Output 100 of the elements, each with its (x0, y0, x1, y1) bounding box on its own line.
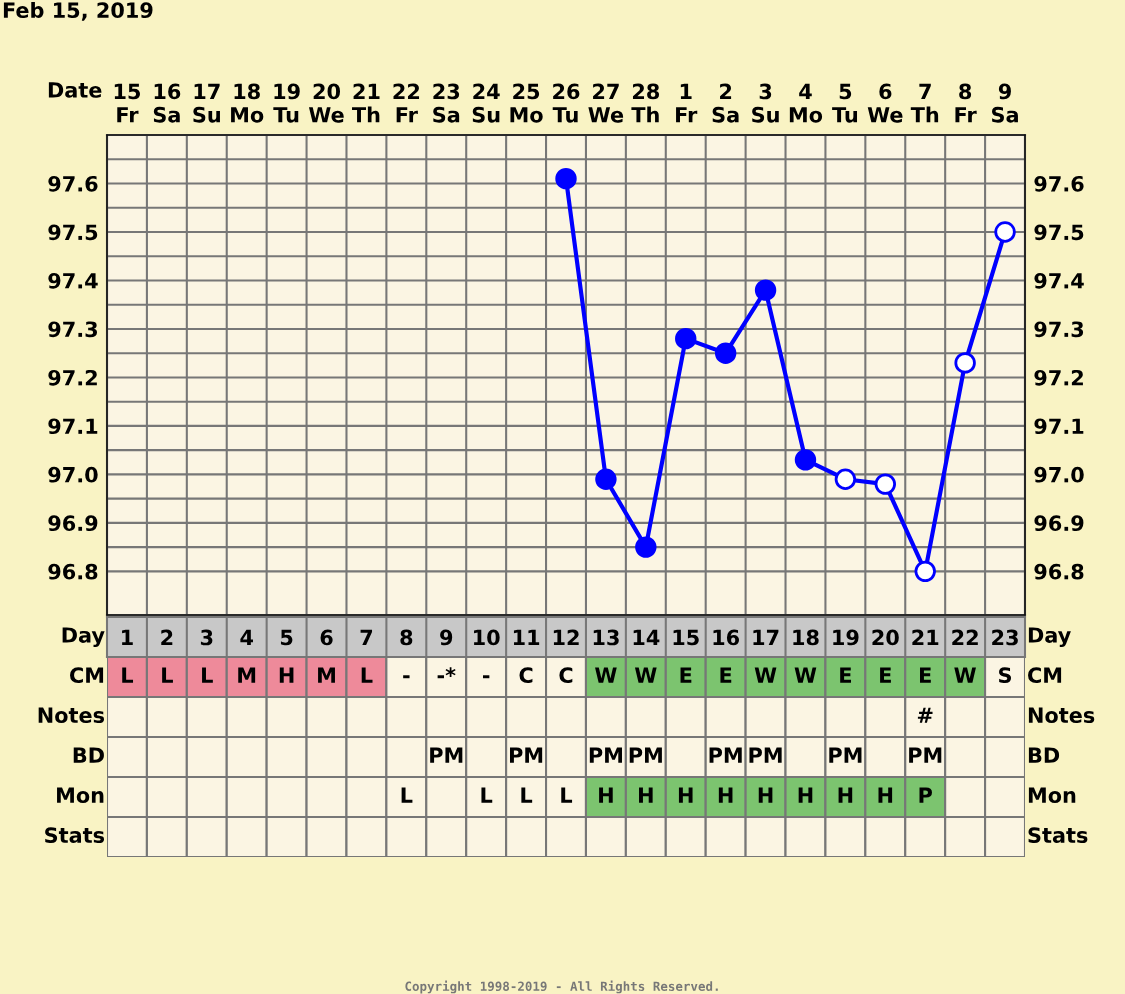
text: PM (430, 747, 463, 763)
text: W (634, 667, 657, 683)
x-tick-label: 12 (553, 629, 579, 646)
x-tick-label: 16 Sa (153, 83, 181, 123)
x-tick-label: 1 Fr (676, 83, 698, 123)
x-tick-label: 22 (952, 629, 978, 646)
x-tick-label: 14 (633, 629, 660, 646)
text: W (954, 667, 976, 683)
x-tick-label: 19 Tu (273, 83, 300, 123)
x-tick-label: 5 (280, 629, 293, 646)
x-tick-label: 11 (513, 629, 540, 646)
text: S (999, 667, 1012, 684)
x-tick-label: 6 We (867, 83, 903, 123)
text: L (361, 667, 373, 683)
text: W (595, 667, 617, 683)
text: M (318, 667, 335, 683)
x-tick-label: 28 Th (631, 83, 660, 123)
x-tick-label: 24 Su (472, 83, 500, 123)
x-tick-label: 22 Fr (393, 83, 420, 123)
x-tick-label: 18 (793, 629, 819, 646)
x-tick-label: 18 Mo (231, 83, 264, 123)
x-tick-label: 7 Th (910, 83, 939, 123)
x-tick-label: 16 (713, 629, 740, 646)
y-tick-label: CM (1028, 667, 1062, 684)
text: C (559, 667, 573, 684)
x-tick-label: 25 Mo (510, 83, 543, 123)
y-tick-label: BD (1028, 747, 1060, 763)
chart-title: Feb 15, 2019 (3, 1, 153, 21)
x-tick-label: 21 Th (352, 83, 380, 123)
x-tick-label: 4 (240, 629, 253, 646)
x-tick-label: 6 (320, 629, 333, 646)
text: - (403, 675, 410, 679)
text: M (238, 667, 256, 683)
x-tick-label: 23 (992, 629, 1018, 646)
text: C (519, 667, 533, 684)
y-tick-label: Notes (1028, 707, 1095, 724)
text: W (794, 667, 817, 683)
x-tick-label: 15 (673, 629, 699, 646)
text: H (639, 787, 653, 803)
text: H (279, 667, 294, 683)
text: -* (437, 667, 456, 679)
x-tick-label: 21 (912, 629, 939, 646)
y-tick-label: 97.4 (48, 272, 98, 289)
y-tick-label: Mon (1028, 787, 1076, 804)
y-tick-label: Stats (1028, 827, 1088, 844)
text: P (919, 787, 932, 803)
x-tick-label: 20 We (308, 83, 344, 123)
text: L (401, 787, 413, 803)
y-tick-label: 97.1 (48, 418, 98, 435)
y-tick-label: 96.9 (48, 515, 98, 532)
x-tick-label: 9 Sa (992, 83, 1018, 123)
text: PM (749, 747, 782, 763)
text: W (754, 667, 777, 683)
x-tick-label: 2 Sa (712, 83, 739, 123)
y-tick-label: 97.5 (48, 224, 98, 241)
x-tick-label: 13 (593, 629, 619, 646)
y-tick-label: 97.0 (48, 466, 98, 483)
text: L (481, 787, 493, 803)
text: H (838, 787, 853, 803)
text: L (122, 667, 134, 683)
x-tick-label: 3 Su (752, 83, 779, 123)
x-tick-label: 4 Mo (789, 83, 823, 123)
x-tick-label: 23 Sa (433, 83, 460, 123)
text: H (678, 787, 693, 803)
x-tick-label: 7 (360, 629, 373, 646)
text: # (917, 707, 933, 723)
text: H (718, 787, 733, 803)
x-tick-label: 9 (440, 629, 453, 646)
text: PM (629, 747, 662, 763)
text: E (920, 667, 931, 683)
text: PM (510, 747, 543, 763)
text: - (482, 675, 490, 679)
x-tick-label: 27 We (588, 83, 624, 123)
x-tick-label: 19 (833, 629, 859, 646)
text: L (521, 787, 533, 803)
x-tick-label: 17 (753, 629, 779, 646)
text: E (880, 667, 891, 683)
x-tick-label: 5 Tu (832, 83, 858, 123)
text: PM (709, 747, 742, 763)
x-axis-title: Day (62, 627, 105, 648)
x-tick-label: 8 Fr (955, 83, 977, 123)
text: L (162, 667, 173, 683)
text: PM (589, 747, 622, 763)
text: Copyright 1998-2019 - All Rights Reserved. (405, 980, 718, 994)
text: PM (829, 747, 862, 763)
text: H (878, 787, 893, 803)
x-tick-label: 26 Tu (552, 83, 580, 123)
y-tick-label: 97.3 (48, 321, 98, 338)
text: H (798, 787, 813, 803)
y-tick-label: 97.6 (48, 175, 98, 192)
x-tick-label: 17 Su (193, 83, 220, 123)
x-tick-label: 2 (161, 629, 173, 646)
x2-axis-title: Day (1028, 627, 1071, 648)
text: PM (909, 747, 942, 763)
y-tick-label: 96.8 (48, 563, 98, 580)
x-tick-label: 1 (122, 629, 133, 646)
x-tick-label: 8 (400, 629, 413, 646)
text: E (720, 667, 732, 683)
y-tick-label: 97.2 (48, 369, 97, 386)
x-tick-label: 20 (872, 629, 899, 646)
